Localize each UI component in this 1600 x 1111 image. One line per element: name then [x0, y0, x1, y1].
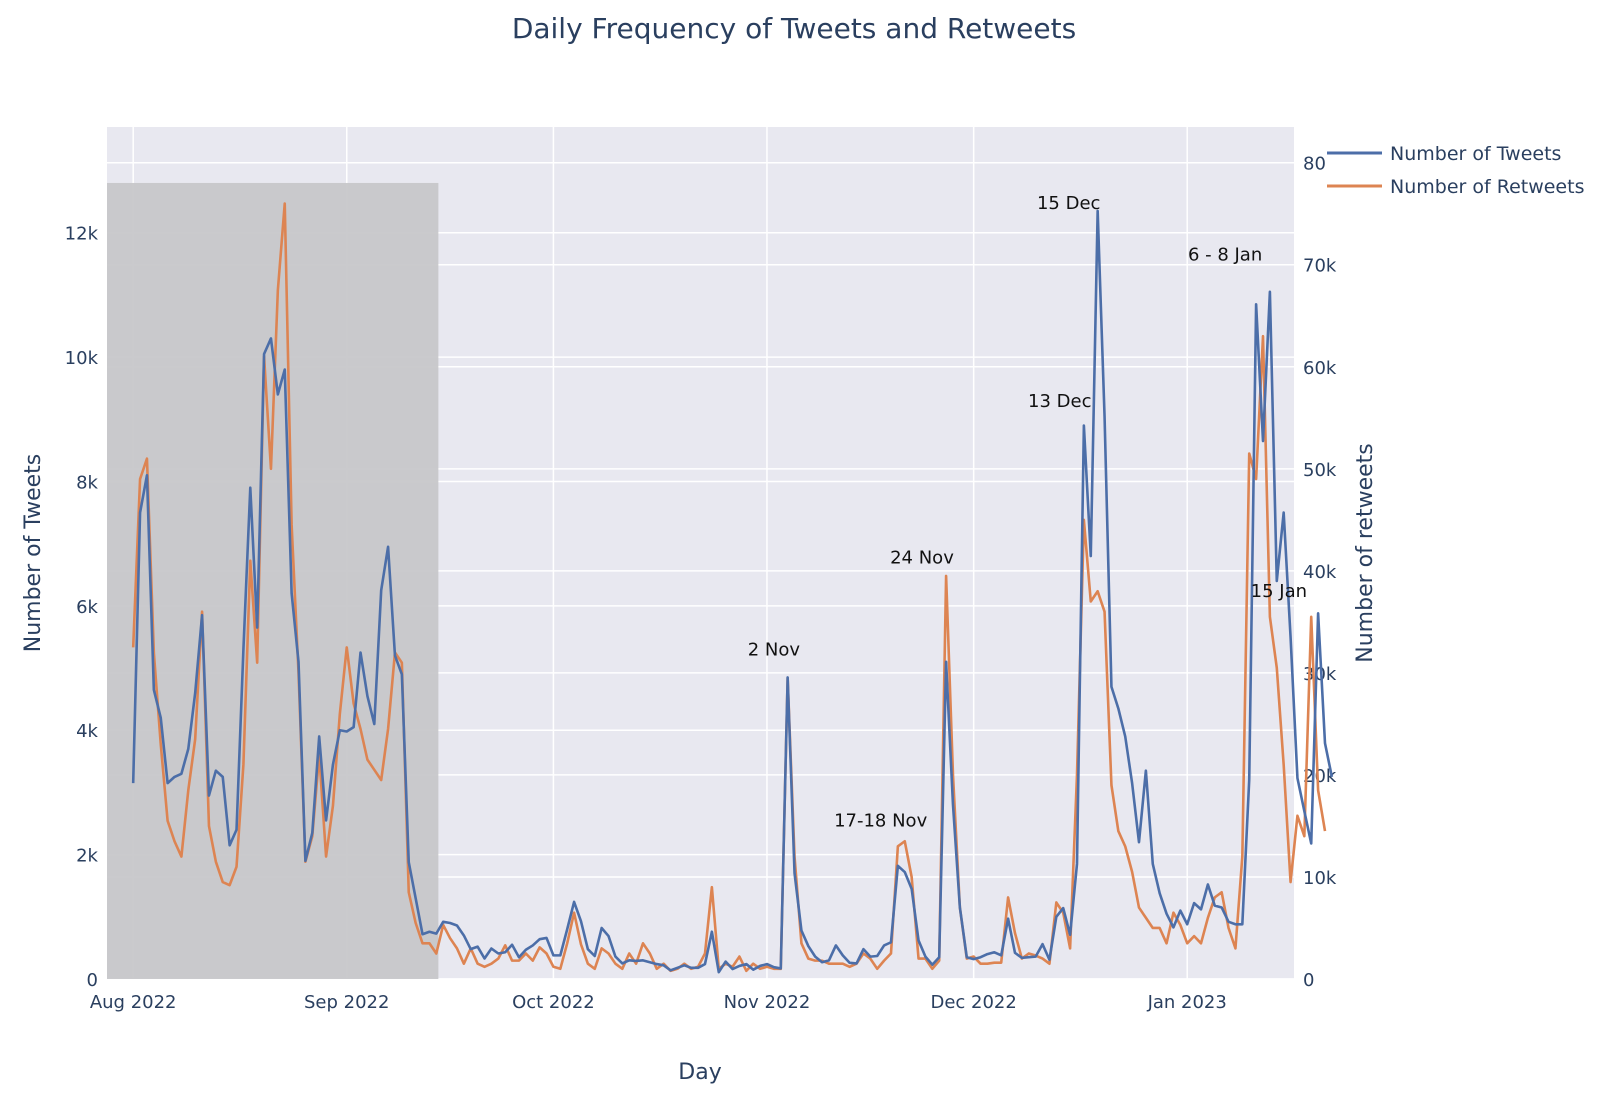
- x-tick-label-1: Sep 2022: [304, 992, 389, 1013]
- y-right-axis-ticks: 0 10k 20k 30k 40k 50k 60k 70k 80: [1303, 154, 1337, 991]
- annotations: 2 Nov 17-18 Nov 24 Nov 13 Dec 15 Dec 6 - 8 Ja…: [748, 193, 1307, 832]
- series-lines: [131, 202, 1334, 974]
- x-tick-label-0: Aug 2022: [90, 992, 177, 1013]
- y-right-tick-label-6: 60k: [1303, 358, 1337, 379]
- y-right-axis-title: Number of retweets: [1353, 443, 1378, 662]
- legend-label-retweets[interactable]: Number of Retweets: [1390, 176, 1584, 198]
- y-right-tick-label-2: 20k: [1303, 766, 1337, 787]
- y-left-axis-title: Number of Tweets: [21, 454, 46, 653]
- annotation-label-1: 17-18 Nov: [834, 811, 928, 832]
- annotation-label-0: 2 Nov: [748, 640, 801, 661]
- y-left-tick-label-5: 10k: [65, 348, 99, 369]
- y-right-tick-label-4: 40k: [1303, 562, 1337, 583]
- y-left-tick-label-4: 8k: [76, 472, 98, 493]
- y-right-tick-label-8: 80: [1303, 154, 1326, 175]
- y-right-tick-label-7: 70k: [1303, 256, 1337, 277]
- y-left-axis-ticks: 0 2k 4k 6k 8k 10k 12k: [65, 224, 99, 991]
- y-left-tick-label-1: 2k: [76, 846, 98, 867]
- y-right-tick-label-1: 10k: [1303, 868, 1337, 889]
- y-right-tick-label-0: 0: [1303, 970, 1314, 991]
- x-axis-ticks: Aug 2022 Sep 2022 Oct 2022 Nov 2022 Dec 2022…: [90, 992, 1227, 1013]
- annotation-label-5: 6 - 8 Jan: [1188, 245, 1262, 266]
- x-tick-label-3: Nov 2022: [724, 992, 811, 1013]
- annotation-label-2: 24 Nov: [890, 548, 954, 569]
- series-line-tweets: [131, 209, 1334, 974]
- y-right-tick-label-5: 50k: [1303, 460, 1337, 481]
- y-left-tick-label-3: 6k: [76, 597, 98, 618]
- y-left-tick-label-2: 4k: [76, 721, 98, 742]
- highlight-region: [107, 182, 439, 979]
- annotation-label-6: 15 Jan: [1251, 581, 1307, 602]
- x-axis-title: Day: [678, 1060, 721, 1085]
- annotation-label-3: 13 Dec: [1028, 391, 1091, 412]
- annotation-label-4: 15 Dec: [1037, 193, 1100, 214]
- y-left-tick-label-6: 12k: [65, 224, 99, 245]
- legend-label-tweets[interactable]: Number of Tweets: [1390, 143, 1561, 165]
- x-tick-label-2: Oct 2022: [512, 992, 595, 1013]
- x-tick-label-4: Dec 2022: [930, 992, 1016, 1013]
- y-left-tick-label-0: 0: [87, 970, 98, 991]
- legend[interactable]: Number of Tweets Number of Retweets: [1327, 143, 1584, 198]
- x-tick-label-5: Jan 2023: [1147, 992, 1227, 1013]
- y-right-tick-label-3: 30k: [1303, 664, 1337, 685]
- chart-title: Daily Frequency of Tweets and Retweets: [512, 12, 1076, 45]
